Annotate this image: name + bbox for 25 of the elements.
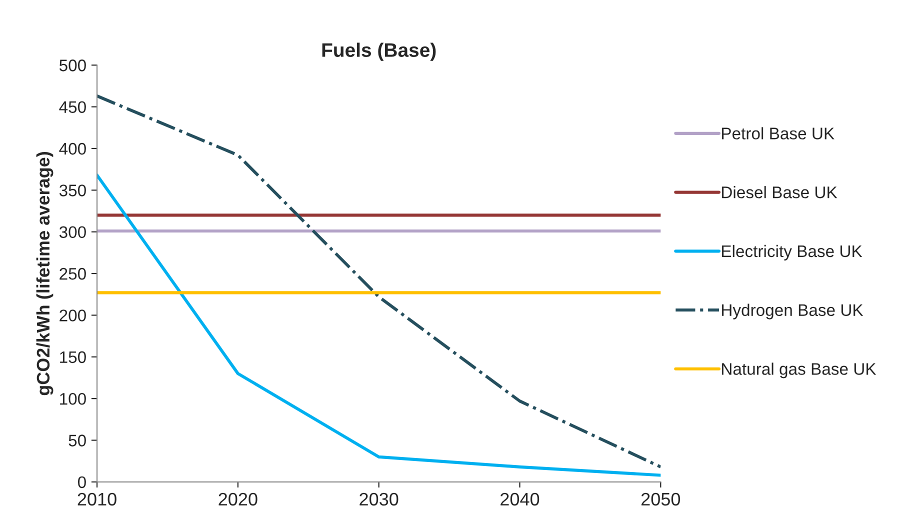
legend-label: Petrol Base UK: [722, 127, 834, 140]
x-tick-label: 2050: [641, 492, 680, 506]
y-tick-label: 450: [59, 101, 86, 114]
y-tick-label: 150: [60, 351, 86, 364]
y-tick-label: 500: [59, 60, 86, 72]
legend-label: Hydrogen Base UK: [722, 304, 864, 320]
y-tick-label: 200: [60, 310, 86, 322]
y-tick-label: 250: [60, 268, 86, 280]
y-tick-label: 400: [59, 142, 86, 155]
x-tick-label: 2040: [500, 492, 540, 506]
x-tick-label: 2030: [360, 492, 398, 506]
y-tick-label: 0: [78, 476, 86, 488]
y-axis-title: gCO2/kWh (lifetime average): [36, 152, 54, 396]
chart-title: Fuels (Base): [322, 42, 436, 61]
y-tick-label: 300: [59, 226, 86, 238]
y-tick-label: 350: [59, 184, 86, 196]
legend-label: Diesel Base UK: [722, 186, 838, 198]
legend-label: Electricity Base UK: [722, 244, 862, 260]
y-tick-label: 50: [68, 434, 86, 446]
x-tick-label: 2020: [218, 492, 258, 506]
y-tick-label: 100: [60, 392, 86, 405]
legend-label: Natural gas Base UK: [722, 362, 876, 378]
x-tick-label: 2010: [78, 492, 116, 506]
line-series: [97, 174, 661, 477]
line-series: [97, 94, 661, 468]
